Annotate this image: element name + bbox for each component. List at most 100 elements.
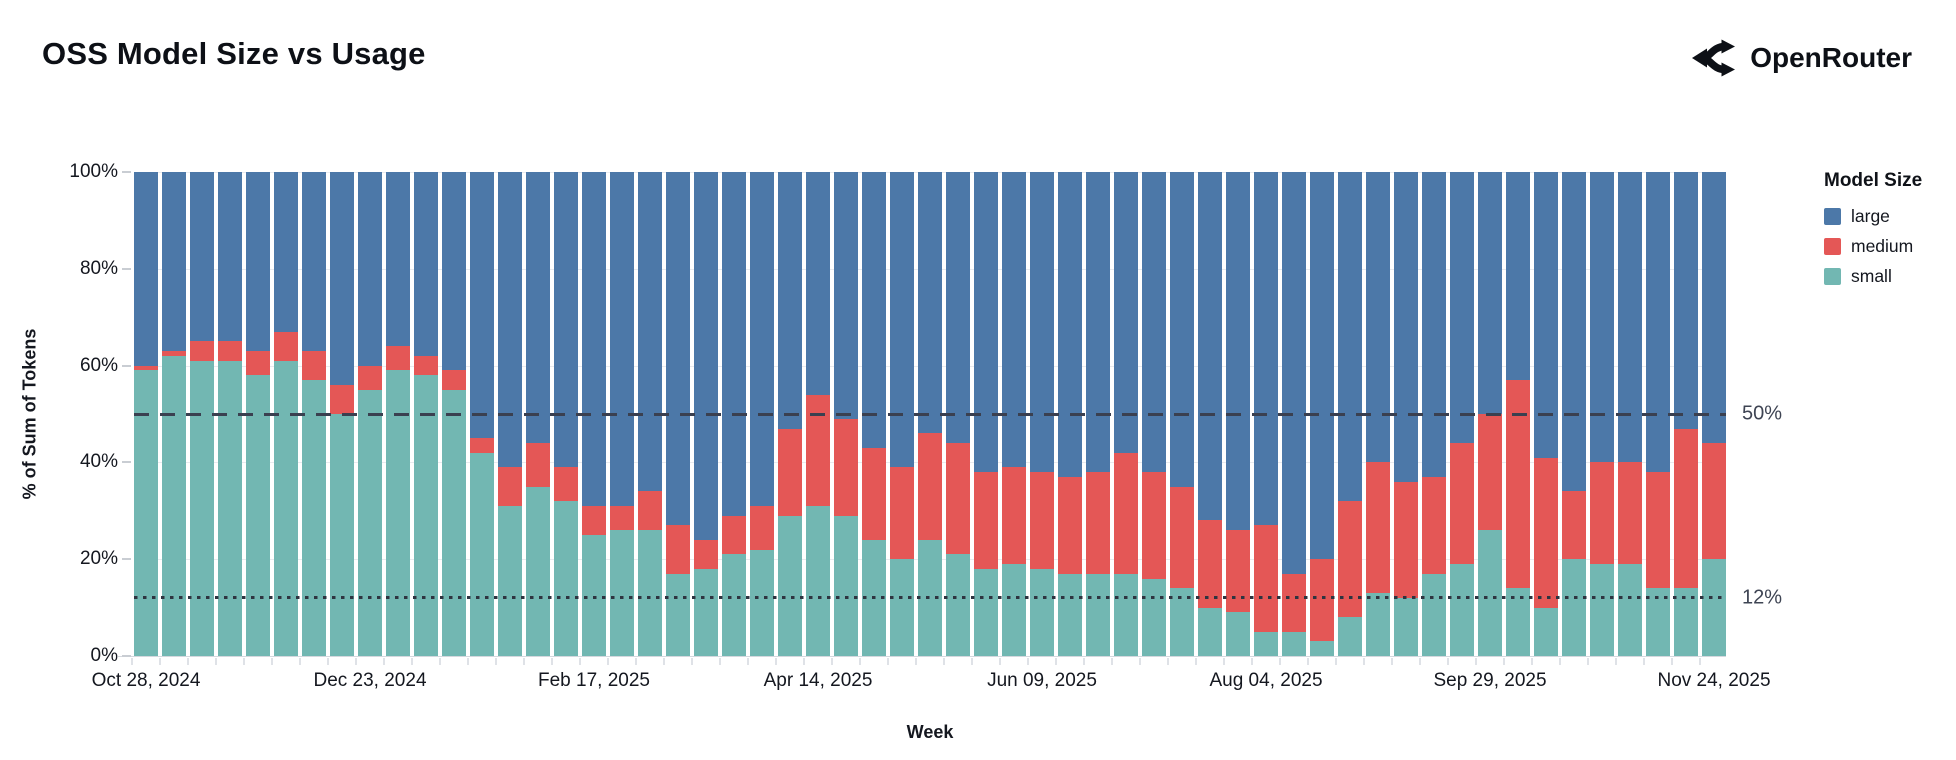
bar-segment-large[interactable] [1674,172,1698,429]
bar-week[interactable] [582,172,606,656]
bar-segment-medium[interactable] [190,341,214,361]
bar-week[interactable] [1142,172,1166,656]
bar-segment-medium[interactable] [1282,573,1306,632]
bar-week[interactable] [1002,172,1026,656]
bar-segment-medium[interactable] [1702,443,1726,560]
bar-week[interactable] [918,172,942,656]
bar-segment-large[interactable] [1002,172,1026,468]
bar-segment-large[interactable] [1422,172,1446,477]
bar-week[interactable] [246,172,270,656]
bar-segment-large[interactable] [1170,172,1194,487]
bar-segment-large[interactable] [694,172,718,540]
bar-segment-large[interactable] [134,172,158,366]
bar-segment-small[interactable] [946,554,970,656]
bar-week[interactable] [1198,172,1222,656]
bar-segment-small[interactable] [1142,578,1166,656]
bar-segment-small[interactable] [190,360,214,656]
bar-segment-medium[interactable] [414,355,438,376]
bar-week[interactable] [1170,172,1194,656]
bar-segment-small[interactable] [414,375,438,656]
bar-segment-medium[interactable] [442,370,466,390]
bar-segment-small[interactable] [1534,607,1558,656]
bar-segment-small[interactable] [498,505,522,656]
bar-segment-large[interactable] [918,172,942,434]
bar-week[interactable] [134,172,158,656]
bar-week[interactable] [190,172,214,656]
bar-segment-medium[interactable] [1310,559,1334,642]
bar-segment-medium[interactable] [1366,462,1390,594]
bar-segment-small[interactable] [1702,559,1726,656]
bar-segment-small[interactable] [274,360,298,656]
bar-segment-medium[interactable] [1646,472,1670,589]
bar-segment-small[interactable] [442,389,466,656]
bar-segment-medium[interactable] [1002,467,1026,565]
bar-segment-large[interactable] [666,172,690,526]
bar-segment-large[interactable] [890,172,914,468]
bar-segment-medium[interactable] [218,341,242,361]
bar-segment-medium[interactable] [330,384,354,414]
bar-segment-medium[interactable] [638,491,662,531]
bar-segment-small[interactable] [1086,573,1110,656]
bar-segment-large[interactable] [1702,172,1726,444]
bar-week[interactable] [1674,172,1698,656]
bar-week[interactable] [218,172,242,656]
legend-item-large[interactable]: large [1824,206,1922,227]
bar-week[interactable] [1450,172,1474,656]
bar-segment-small[interactable] [694,568,718,656]
bar-segment-large[interactable] [1282,172,1306,574]
bar-segment-small[interactable] [162,355,186,656]
bar-segment-medium[interactable] [274,331,298,361]
bar-segment-medium[interactable] [1254,525,1278,632]
bar-segment-small[interactable] [1562,559,1586,656]
bar-week[interactable] [414,172,438,656]
bar-segment-small[interactable] [246,375,270,656]
legend-item-small[interactable]: small [1824,266,1922,287]
bar-segment-small[interactable] [1002,564,1026,656]
bar-segment-large[interactable] [414,172,438,356]
bar-segment-medium[interactable] [1450,443,1474,565]
bar-week[interactable] [946,172,970,656]
bar-week[interactable] [862,172,886,656]
bar-week[interactable] [162,172,186,656]
bar-week[interactable] [1394,172,1418,656]
bar-segment-small[interactable] [1506,588,1530,656]
bar-segment-large[interactable] [610,172,634,506]
bar-segment-medium[interactable] [722,515,746,555]
bar-segment-medium[interactable] [1086,472,1110,574]
bar-segment-medium[interactable] [1422,476,1446,574]
bar-segment-large[interactable] [582,172,606,506]
bar-segment-medium[interactable] [1338,501,1362,618]
bar-segment-small[interactable] [806,505,830,656]
bar-week[interactable] [1562,172,1586,656]
bar-week[interactable] [610,172,634,656]
bar-segment-large[interactable] [1450,172,1474,444]
bar-segment-large[interactable] [498,172,522,468]
bar-segment-small[interactable] [1282,631,1306,656]
bar-week[interactable] [274,172,298,656]
bar-segment-large[interactable] [218,172,242,342]
bar-segment-medium[interactable] [890,467,914,560]
bar-week[interactable] [330,172,354,656]
bar-segment-medium[interactable] [1534,457,1558,608]
bar-segment-small[interactable] [1198,607,1222,656]
bar-segment-small[interactable] [666,573,690,656]
bar-week[interactable] [1702,172,1726,656]
bar-segment-medium[interactable] [526,443,550,487]
bar-segment-large[interactable] [1534,172,1558,458]
bar-segment-medium[interactable] [1506,380,1530,589]
bar-segment-large[interactable] [974,172,998,473]
bar-week[interactable] [890,172,914,656]
bar-segment-medium[interactable] [1114,452,1138,574]
bar-segment-small[interactable] [722,554,746,656]
bar-segment-small[interactable] [1394,597,1418,656]
bar-segment-small[interactable] [638,530,662,656]
bar-week[interactable] [1422,172,1446,656]
bar-segment-small[interactable] [1450,564,1474,656]
bar-segment-large[interactable] [1646,172,1670,473]
bar-segment-large[interactable] [190,172,214,342]
bar-segment-large[interactable] [806,172,830,395]
bar-segment-small[interactable] [1114,573,1138,656]
bar-segment-large[interactable] [246,172,270,352]
bar-segment-large[interactable] [834,172,858,419]
bar-segment-small[interactable] [1478,530,1502,656]
